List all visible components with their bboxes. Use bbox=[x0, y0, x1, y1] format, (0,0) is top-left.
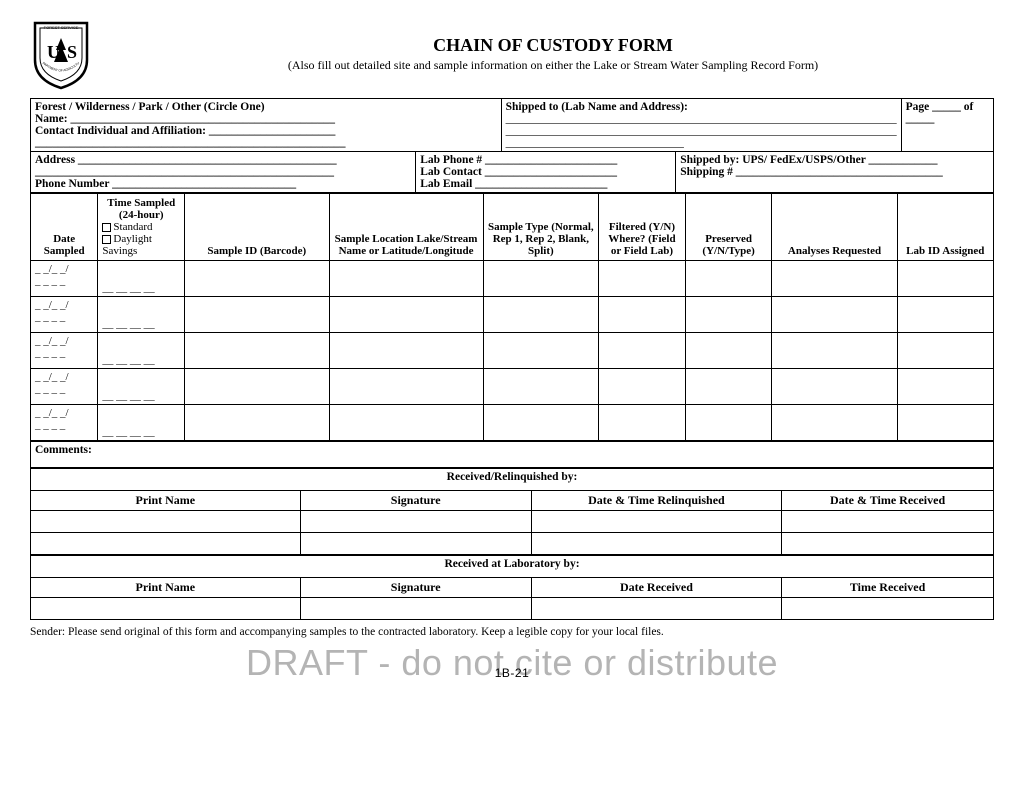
received-at-lab-table: Received at Laboratory by: Print Name Si… bbox=[30, 555, 994, 620]
comments-block: Comments: bbox=[30, 441, 994, 468]
address-field[interactable]: Address ________________________________… bbox=[35, 154, 411, 166]
forest-label: Forest / Wilderness / Park / Other (Circ… bbox=[35, 101, 497, 113]
svg-text:S: S bbox=[67, 42, 77, 62]
page-number: 1B-21 bbox=[495, 666, 530, 680]
page-of-field[interactable]: Page _____ of _____ bbox=[906, 101, 989, 125]
sample-row[interactable]: _ _/_ _/_ _ _ ___ __ __ __ bbox=[31, 261, 994, 297]
form-header: FOREST SERVICE U S DEPARTMENT OF AGRICUL… bbox=[30, 18, 994, 90]
contact-line2[interactable]: ________________________________________… bbox=[35, 137, 497, 149]
shipped-by-field[interactable]: Shipped by: UPS/ FedEx/USPS/Other ______… bbox=[680, 154, 989, 166]
rr-row-1[interactable] bbox=[31, 511, 994, 533]
checkbox-daylight[interactable] bbox=[102, 235, 111, 244]
col-sample-id: Sample ID (Barcode) bbox=[185, 194, 329, 261]
lab-row-1[interactable] bbox=[31, 598, 994, 620]
lab-col-sig: Signature bbox=[300, 578, 531, 598]
forest-service-shield-icon: FOREST SERVICE U S DEPARTMENT OF AGRICUL… bbox=[30, 18, 92, 90]
rr-col-relinquished: Date & Time Relinquished bbox=[531, 491, 781, 511]
comments-field[interactable]: Comments: bbox=[31, 442, 994, 468]
contact-field[interactable]: Contact Individual and Affiliation: ____… bbox=[35, 125, 497, 137]
lab-email-field[interactable]: Lab Email _______________________ bbox=[420, 178, 671, 190]
info-block-2: Address ________________________________… bbox=[30, 152, 994, 193]
rr-row-2[interactable] bbox=[31, 533, 994, 555]
lab-col-time: Time Received bbox=[782, 578, 994, 598]
form-title: CHAIN OF CUSTODY FORM bbox=[112, 35, 994, 56]
lab-col-date: Date Received bbox=[531, 578, 781, 598]
rr-col-name: Print Name bbox=[31, 491, 301, 511]
col-filtered: Filtered (Y/N) Where? (Field or Field La… bbox=[599, 194, 686, 261]
info-block-1: Forest / Wilderness / Park / Other (Circ… bbox=[30, 98, 994, 152]
name-field[interactable]: Name: __________________________________… bbox=[35, 113, 497, 125]
rr-col-received: Date & Time Received bbox=[782, 491, 994, 511]
col-type: Sample Type (Normal, Rep 1, Rep 2, Blank… bbox=[483, 194, 599, 261]
lab-phone-field[interactable]: Lab Phone # _______________________ bbox=[420, 154, 671, 166]
col-analyses: Analyses Requested bbox=[772, 194, 897, 261]
rr-col-sig: Signature bbox=[300, 491, 531, 511]
received-relinquished-table: Received/Relinquished by: Print Name Sig… bbox=[30, 468, 994, 555]
phone-field[interactable]: Phone Number ___________________________… bbox=[35, 178, 411, 190]
sample-row[interactable]: _ _/_ _/_ _ _ ___ __ __ __ bbox=[31, 405, 994, 441]
lab-col-name: Print Name bbox=[31, 578, 301, 598]
lab-contact-field[interactable]: Lab Contact _______________________ bbox=[420, 166, 671, 178]
shipping-no-field[interactable]: Shipping # _____________________________… bbox=[680, 166, 989, 178]
shipped-to-label: Shipped to (Lab Name and Address): bbox=[506, 101, 897, 113]
col-date: Date Sampled bbox=[31, 194, 98, 261]
col-labid: Lab ID Assigned bbox=[897, 194, 993, 261]
col-preserved: Preserved (Y/N/Type) bbox=[685, 194, 772, 261]
svg-text:FOREST SERVICE: FOREST SERVICE bbox=[44, 25, 79, 30]
lab-title: Received at Laboratory by: bbox=[31, 556, 994, 578]
checkbox-standard[interactable] bbox=[102, 223, 111, 232]
address-line2[interactable]: ________________________________________… bbox=[35, 166, 411, 178]
sample-row[interactable]: _ _/_ _/_ _ _ ___ __ __ __ bbox=[31, 333, 994, 369]
watermark: DRAFT - do not cite or distribute 1B-21 bbox=[30, 642, 994, 684]
col-location: Sample Location Lake/Stream Name or Lati… bbox=[329, 194, 483, 261]
form-subtitle: (Also fill out detailed site and sample … bbox=[112, 58, 994, 73]
sample-table: Date Sampled Time Sampled (24-hour) Stan… bbox=[30, 193, 994, 441]
footnote: Sender: Please send original of this for… bbox=[30, 626, 994, 638]
col-time: Time Sampled (24-hour) Standard Daylight… bbox=[98, 194, 185, 261]
sample-row[interactable]: _ _/_ _/_ _ _ ___ __ __ __ bbox=[31, 369, 994, 405]
shipped-to-lines[interactable]: ________________________________________… bbox=[506, 113, 897, 149]
sample-row[interactable]: _ _/_ _/_ _ _ ___ __ __ __ bbox=[31, 297, 994, 333]
received-title: Received/Relinquished by: bbox=[31, 469, 994, 491]
